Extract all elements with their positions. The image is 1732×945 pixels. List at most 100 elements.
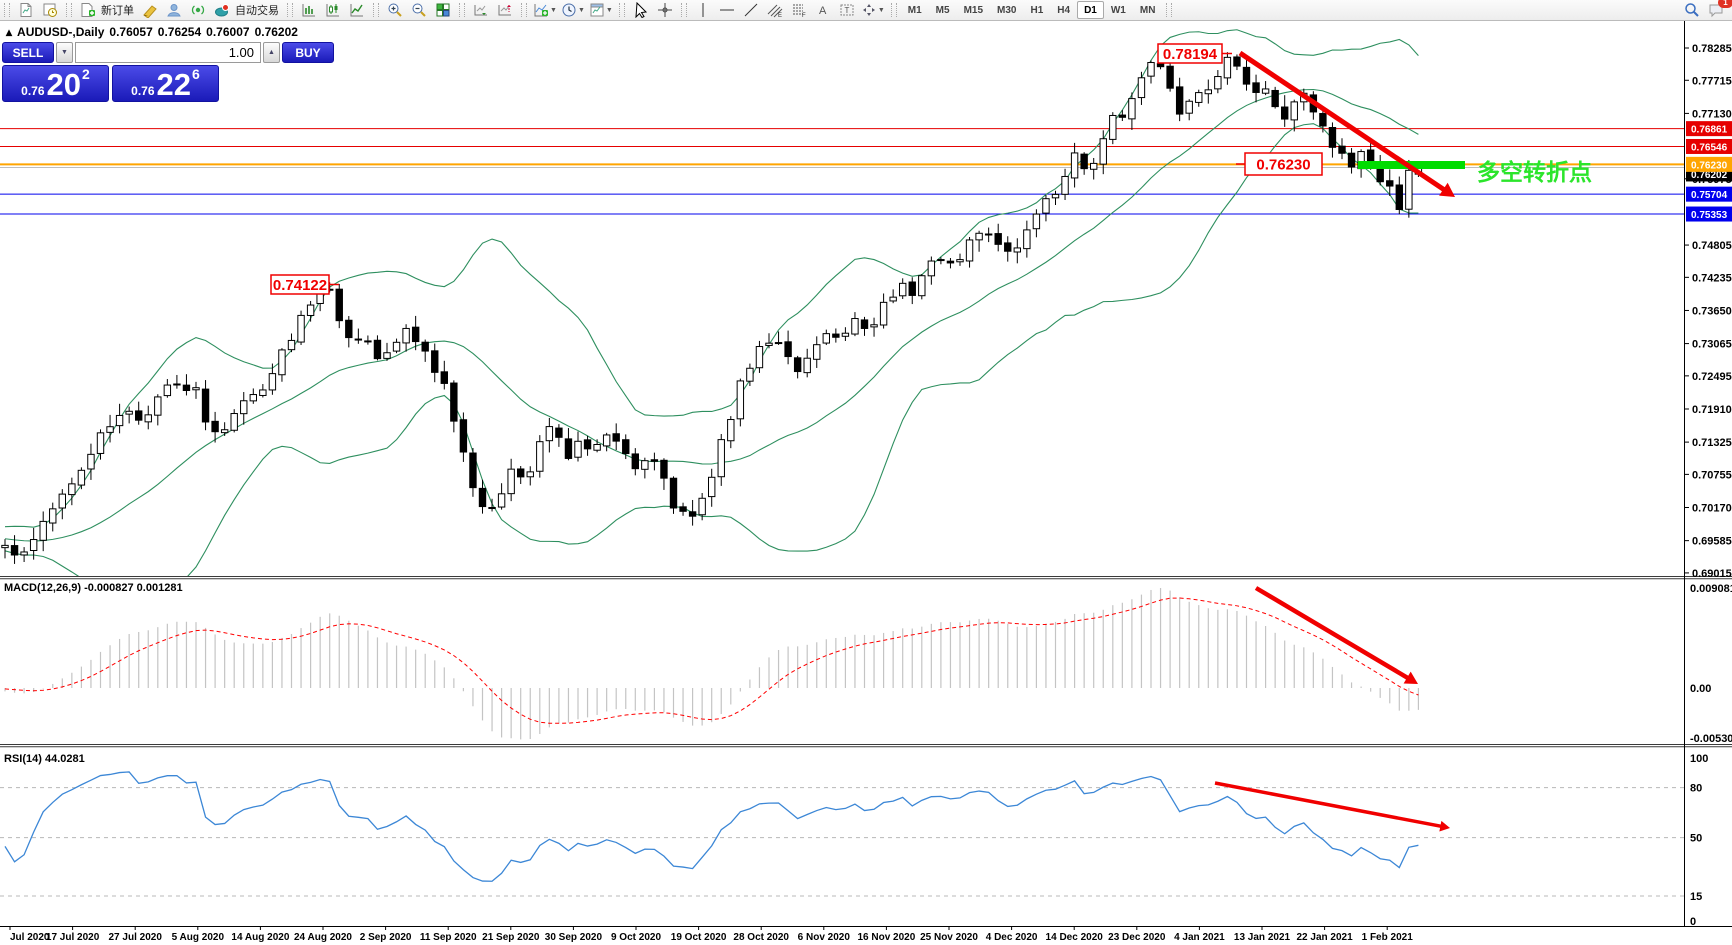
trendline-button[interactable]: [739, 0, 763, 20]
auto-trade-label[interactable]: 自动交易: [235, 5, 279, 17]
toolbar-grip[interactable]: [890, 3, 897, 17]
horizontal-line-button[interactable]: [715, 0, 739, 20]
svg-text:0.76546: 0.76546: [1691, 142, 1728, 153]
price-scale[interactable]: 0.782850.777150.771300.759750.748050.742…: [1684, 43, 1732, 928]
vertical-line-button[interactable]: [691, 0, 715, 20]
new-order-label[interactable]: 新订单: [101, 5, 134, 17]
sell-price-big: 20: [46, 67, 82, 102]
collapse-icon[interactable]: ▴: [6, 25, 13, 39]
trend-arrow-1[interactable]: [1238, 50, 1449, 194]
fibonacci-button[interactable]: F: [787, 0, 811, 20]
chevron-down-icon: ▼: [605, 6, 613, 14]
price-callout-text: 0.74122: [273, 277, 327, 294]
volume-input[interactable]: [75, 42, 261, 63]
toolbar-grip[interactable]: [4, 3, 10, 17]
price-callout-box[interactable]: [270, 274, 330, 295]
rsi-indicator: [0, 771, 1684, 897]
text-label-icon: T: [840, 4, 854, 16]
line-chart-icon: [350, 4, 363, 17]
channel-button[interactable]: E: [763, 0, 787, 20]
volume-down-button[interactable]: ▼: [56, 42, 73, 63]
periods-dropdown-button[interactable]: ▼: [559, 0, 587, 20]
community-button[interactable]: [162, 0, 186, 20]
sell-price-pip: 2: [82, 66, 90, 82]
timeframe-button-m15[interactable]: M15: [963, 4, 984, 16]
timeframe-button-d1[interactable]: D1: [1077, 1, 1104, 19]
line-chart-button[interactable]: [345, 0, 369, 20]
chat-button[interactable]: 1: [1704, 0, 1732, 20]
trend-arrow-head: [1403, 671, 1418, 684]
date-tick-label: 30 Sep 2020: [545, 932, 603, 943]
macd-scale-top: 0.009081: [1690, 583, 1732, 595]
date-tick-label: 14 Dec 2020: [1046, 932, 1104, 943]
toolbar-grip[interactable]: [1166, 3, 1173, 17]
timeframe-button-m5[interactable]: M5: [935, 4, 950, 16]
timeframe-button-mn[interactable]: MN: [1139, 4, 1156, 16]
toolbar-grip[interactable]: [373, 3, 379, 17]
zoom-out-button[interactable]: [407, 0, 431, 20]
toolbar-grip[interactable]: [287, 3, 293, 17]
text-button[interactable]: A: [811, 0, 835, 20]
tile-windows-button[interactable]: [431, 0, 455, 20]
cursor-button[interactable]: [629, 0, 653, 20]
price-tick-label: 0.69585: [1692, 536, 1732, 548]
buy-button[interactable]: BUY: [282, 42, 334, 63]
templates-dropdown-button[interactable]: ▼: [587, 0, 615, 20]
auto-scroll-button[interactable]: [469, 0, 493, 20]
sell-button[interactable]: SELL: [2, 42, 54, 63]
signals-button[interactable]: [186, 0, 210, 20]
timeframe-button-h1[interactable]: H1: [1030, 4, 1044, 16]
sell-price-button[interactable]: 0.76 20 2: [2, 65, 109, 102]
date-tick-label: 4 Jan 2021: [1174, 932, 1225, 943]
buy-price-button[interactable]: 0.76 22 6: [112, 65, 219, 102]
date-tick-label: 5 Aug 2020: [172, 932, 225, 943]
rsi-scale-label: 0: [1690, 916, 1696, 928]
new-chart-button[interactable]: [14, 0, 38, 20]
profiles-button[interactable]: [38, 0, 62, 20]
search-button[interactable]: [1680, 0, 1704, 20]
level-badge-0.76230: [1686, 156, 1732, 172]
new-order-button[interactable]: [76, 0, 100, 20]
zoom-in-button[interactable]: [383, 0, 407, 20]
volume-up-button[interactable]: ▲: [263, 42, 280, 63]
bar-chart-icon: [302, 4, 315, 17]
chevron-down-icon: ▼: [577, 6, 585, 14]
shapes-dropdown-button[interactable]: ▼: [859, 0, 887, 20]
trend-arrow-3[interactable]: [1214, 781, 1444, 829]
price-tick-label: 0.74235: [1692, 272, 1732, 284]
candle-chart-button[interactable]: [321, 0, 345, 20]
chart-shift-button[interactable]: [493, 0, 517, 20]
notification-badge: 1: [1718, 0, 1732, 8]
trend-arrow-2[interactable]: [1254, 586, 1412, 682]
crosshair-button[interactable]: [653, 0, 677, 20]
community-icon: [167, 4, 181, 17]
chart-annotations: 多空转折点 0.78194 0.76230 0.74122: [270, 43, 1592, 832]
svg-text:0.75353: 0.75353: [1691, 210, 1728, 221]
price-callout-box[interactable]: [1244, 152, 1323, 176]
bar-chart-button[interactable]: [297, 0, 321, 20]
svg-text:0.76202: 0.76202: [1691, 170, 1728, 181]
level-badge-0.75353: [1686, 206, 1732, 222]
timeframe-button-m1[interactable]: M1: [907, 4, 922, 16]
toolbar-grip[interactable]: [618, 3, 625, 17]
toolbar-grip[interactable]: [521, 3, 527, 17]
timeframe-button-w1[interactable]: W1: [1110, 4, 1126, 16]
templates-icon: [590, 3, 604, 17]
text-label-button[interactable]: T: [835, 0, 859, 20]
turning-point-note[interactable]: 多空转折点: [1477, 159, 1592, 185]
autotrade-button[interactable]: [210, 0, 234, 20]
indicators-dropdown-button[interactable]: ▼: [531, 0, 559, 20]
date-tick-label: Jul 2020: [10, 932, 50, 943]
timeframe-button-m30[interactable]: M30: [997, 4, 1017, 16]
timeframe-button-h4[interactable]: H4: [1057, 4, 1071, 16]
price-callout-text: 0.78194: [1163, 46, 1218, 63]
toolbar-grip[interactable]: [459, 3, 465, 17]
price-tick-label: 0.72495: [1692, 371, 1732, 383]
price-callout-box[interactable]: [1157, 43, 1223, 64]
toolbar-grip[interactable]: [66, 3, 72, 17]
chart-canvas[interactable]: 0.782850.777150.771300.759750.748050.742…: [0, 20, 1732, 945]
metaeditor-button[interactable]: [138, 0, 162, 20]
toolbar-grip[interactable]: [680, 3, 687, 17]
